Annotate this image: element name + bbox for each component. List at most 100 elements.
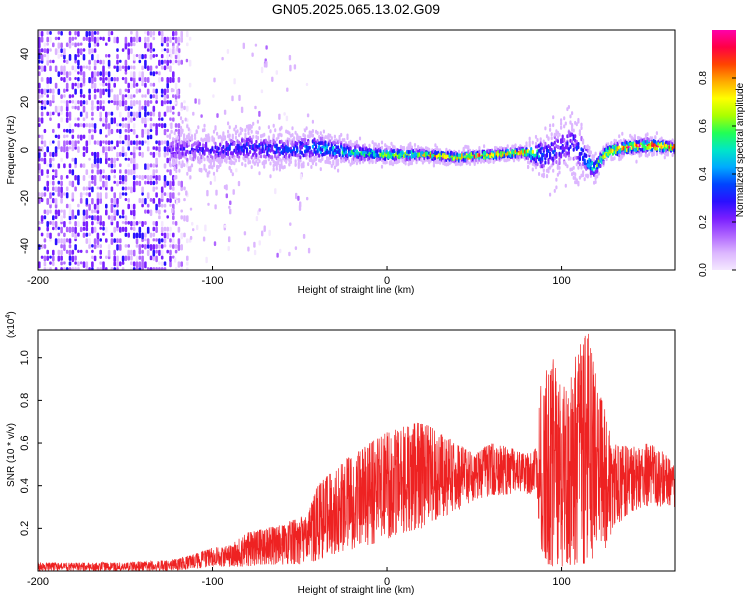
spectrogram-cell	[306, 196, 309, 201]
spectrogram-cell	[49, 36, 52, 43]
spectrogram-cell	[538, 172, 541, 176]
spectrogram-cell	[40, 36, 44, 43]
spectrogram-cell	[88, 215, 91, 219]
spectrogram-cell	[313, 137, 316, 142]
spectrogram-cell	[300, 150, 303, 155]
spectrogram-cell	[119, 169, 122, 174]
spectrogram-cell	[65, 117, 69, 123]
spectrogram-cell	[280, 125, 283, 130]
spectrogram-cell	[46, 169, 49, 175]
spectrogram-cell	[177, 226, 181, 233]
spectrogram-cell	[186, 267, 189, 270]
spectrogram-cell	[119, 163, 122, 168]
spectrogram-cell	[181, 151, 184, 156]
spectrogram-cell	[528, 136, 531, 141]
spectrogram-cell	[68, 128, 72, 134]
spectrogram-cell	[124, 180, 128, 186]
spectrogram-cell	[63, 54, 66, 60]
spectrogram-cell	[231, 135, 234, 140]
spectrogram-cell	[160, 123, 164, 129]
spectrogram-cell	[99, 267, 102, 270]
spectrogram-cell	[178, 48, 181, 54]
spectrogram-cell	[46, 232, 49, 238]
spectrogram-cell	[180, 31, 183, 38]
spectrogram-cell	[169, 244, 172, 248]
spectrogram-cell	[40, 255, 44, 259]
spectrogram-cell	[635, 143, 638, 148]
spectrogram-cell	[149, 180, 153, 186]
spectrogram-cell	[558, 161, 561, 166]
spectrogram-cell	[302, 233, 306, 239]
spectrogram-cell	[65, 105, 69, 112]
spectrogram-cell	[40, 117, 44, 124]
spectrogram-cell	[77, 249, 80, 253]
spectrogram-cell	[77, 105, 80, 111]
spectrogram-cell	[130, 151, 133, 156]
spectrogram-cell	[288, 54, 292, 61]
spectrogram-cell	[166, 65, 169, 70]
spectrogram-cell	[132, 100, 136, 107]
spectrogram-cell	[102, 123, 105, 127]
spectrogram-cell	[146, 36, 150, 43]
spectrogram-cell	[77, 48, 80, 54]
spectrogram-cell	[189, 207, 193, 211]
spectrogram-cell	[79, 71, 83, 76]
spectrogram-cell	[60, 117, 63, 123]
spectrogram-cell	[60, 175, 63, 180]
spectrogram-cell	[180, 180, 183, 188]
spectrogram-cell	[168, 160, 172, 165]
spectrogram-cell	[85, 111, 89, 119]
spectrogram-cell	[428, 147, 431, 152]
spectrogram-cell	[91, 261, 94, 268]
spectrogram-cell	[618, 145, 621, 150]
spectrogram-cell	[85, 31, 89, 38]
spectrogram-cell	[170, 88, 174, 93]
spectrogram-cell	[144, 198, 147, 205]
spectrogram-cell	[105, 42, 108, 46]
spectrogram-cell	[107, 128, 111, 136]
spectrogram-cell	[49, 100, 52, 107]
snr-y-multiplier-exponent: 4	[5, 315, 12, 319]
spectrogram-cell	[177, 59, 181, 66]
spectrogram-cell	[258, 171, 261, 176]
spectrogram-cell	[116, 267, 119, 270]
spectrogram-cell	[77, 100, 80, 105]
spectrogram-cell	[96, 244, 100, 248]
spectrogram-cell	[121, 65, 125, 69]
spectrogram-cell	[253, 161, 256, 166]
spectrogram-cell	[40, 48, 44, 53]
spectrogram-cell	[203, 128, 206, 132]
spectrogram-cell	[68, 238, 72, 244]
spectrogram-cell	[155, 157, 158, 165]
spectrogram-cell	[113, 255, 116, 263]
spectrogram-cell	[68, 94, 72, 99]
snr-y-multiplier-close: )	[6, 311, 17, 314]
spectrogram-cell	[38, 163, 41, 171]
spectrogram-cell	[130, 209, 133, 216]
spectrogram-cell	[264, 154, 267, 159]
spectrogram-cell	[40, 100, 44, 105]
spectrogram-cell	[152, 48, 156, 52]
spectrogram-cell	[105, 186, 108, 191]
spectrogram-cell	[302, 164, 305, 169]
spectrogram-cell	[49, 117, 52, 121]
snr-y-tick-label: 0.6	[19, 435, 31, 450]
spectrogram-cell	[158, 244, 161, 249]
spectrogram-cell	[174, 267, 178, 270]
spectrogram-cell	[102, 226, 105, 231]
spectrogram-cell	[121, 151, 125, 157]
spectrogram-cell	[38, 36, 41, 44]
spectrogram-cell	[49, 209, 52, 214]
spectrogram-cell	[127, 117, 130, 124]
spectrogram-cell	[138, 244, 142, 251]
spectrogram-cell	[311, 152, 314, 157]
spectrogram-cell	[43, 192, 47, 197]
spectrogram-cell	[607, 142, 610, 147]
spectrogram-cell	[77, 42, 80, 47]
spectrogram-cell	[180, 186, 183, 192]
spectrogram-cell	[49, 77, 52, 84]
spectrogram-cell	[152, 123, 156, 127]
spectrogram-cell	[52, 140, 55, 144]
spectrogram-cell	[105, 180, 108, 188]
spectrogram-cell	[60, 249, 63, 256]
